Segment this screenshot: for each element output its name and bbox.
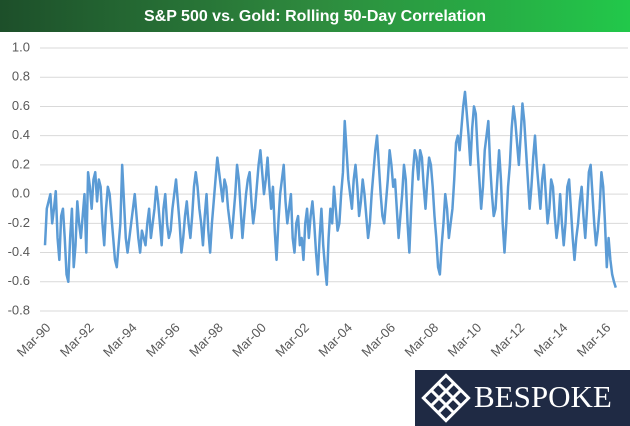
y-tick-label: 0.2 [12, 156, 30, 171]
x-tick-label: Mar-98 [186, 320, 226, 360]
data-line [43, 90, 617, 288]
chart-title: S&P 500 vs. Gold: Rolling 50-Day Correla… [144, 8, 486, 25]
x-tick-label: Mar-02 [272, 320, 312, 360]
logo-icon [421, 373, 471, 423]
x-tick-label: Mar-04 [315, 320, 355, 360]
title-bar [0, 0, 630, 32]
x-tick-label: Mar-90 [14, 320, 54, 360]
x-tick-label: Mar-10 [445, 320, 485, 360]
x-tick-label: Mar-96 [143, 320, 183, 360]
x-tick-label: Mar-06 [358, 320, 398, 360]
y-tick-label: -0.4 [8, 244, 30, 259]
y-tick-label: 1.0 [12, 39, 30, 54]
x-tick-label: Mar-94 [100, 320, 140, 360]
y-tick-label: 0.6 [12, 98, 30, 113]
x-tick-label: Mar-92 [57, 320, 97, 360]
x-tick-label: Mar-08 [402, 320, 442, 360]
x-tick-label: Mar-16 [574, 320, 614, 360]
y-tick-label: 0.0 [12, 186, 30, 201]
y-tick-label: -0.8 [8, 302, 30, 317]
y-tick-label: -0.2 [8, 215, 30, 230]
y-tick-label: 0.4 [12, 127, 30, 142]
x-tick-label: Mar-14 [531, 320, 571, 360]
logo-text: BESPOKE [474, 379, 612, 414]
y-tick-label: -0.6 [8, 273, 30, 288]
x-tick-label: Mar-12 [488, 320, 528, 360]
y-tick-label: 0.8 [12, 69, 30, 84]
plot-area: 1.0 0.8 0.6 0.4 0.2 0.0 -0.2 -0.4 -0.6 -0.8 Mar-90… [8, 39, 628, 360]
x-tick-label: Mar-00 [229, 320, 269, 360]
